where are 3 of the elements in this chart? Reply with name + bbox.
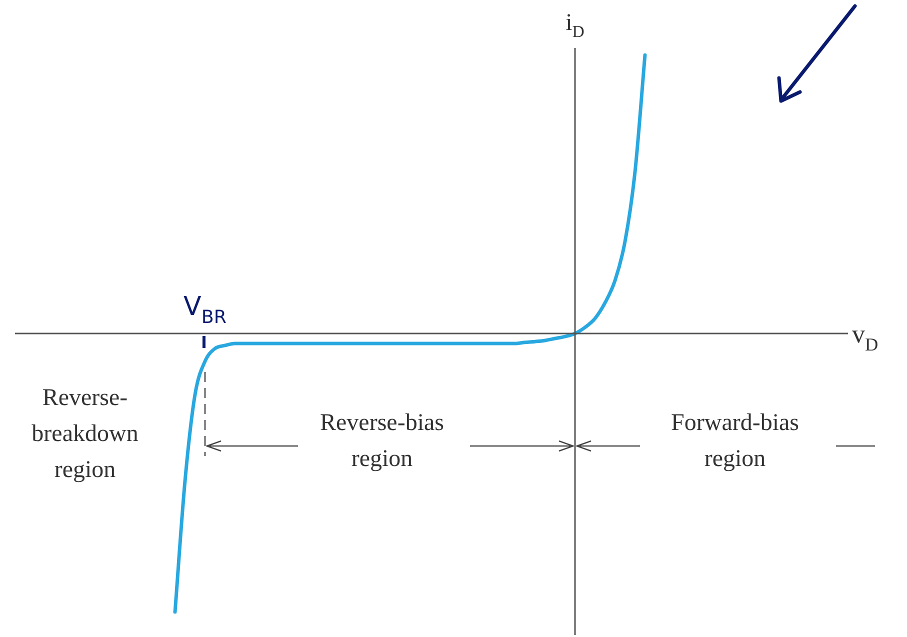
annotation: Forward-bias region: [671, 410, 799, 472]
annotation: Reverse- breakdown region: [32, 385, 138, 483]
annotation: Reverse-bias region: [320, 410, 444, 472]
